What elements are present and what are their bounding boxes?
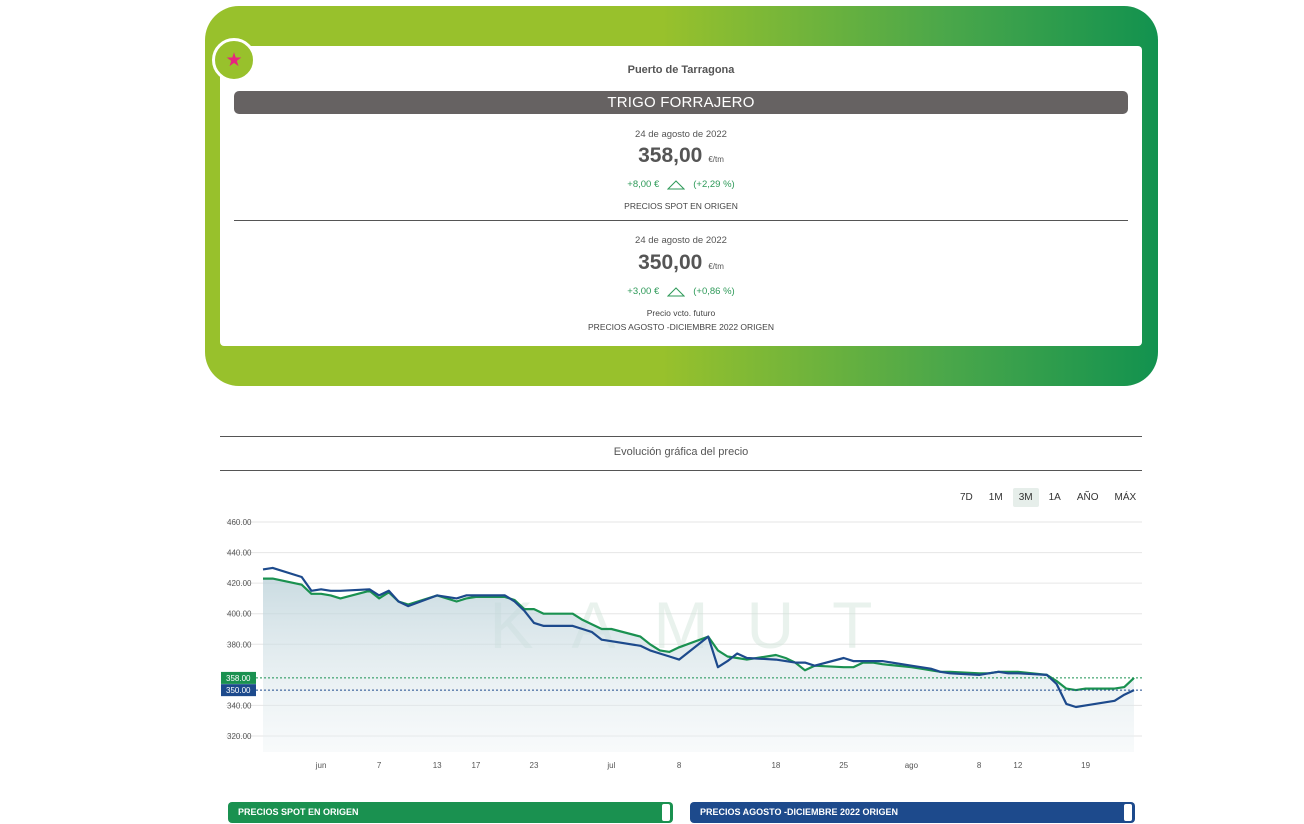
spot-change-abs: +8,00 € [627, 179, 660, 190]
trend-up-icon [667, 179, 686, 190]
future-change-abs: +3,00 € [627, 286, 660, 297]
x-tick-label: 8 [977, 761, 982, 770]
x-tick-label: jun [315, 761, 327, 770]
x-tick-label: 8 [677, 761, 682, 770]
y-tick-label: 400.00 [227, 610, 252, 619]
x-tick-label: 7 [377, 761, 382, 770]
legend-spot-label: PRECIOS SPOT EN ORIGEN [238, 807, 359, 817]
last-value-flag [221, 684, 256, 697]
x-tick-label: 12 [1013, 761, 1022, 770]
spot-price-unit: €/tm [708, 155, 724, 164]
y-tick-label: 380.00 [227, 640, 252, 649]
chart-area-fill [263, 578, 1134, 752]
future-date: 24 de agosto de 2022 [635, 235, 727, 246]
future-price-value: 350,00 [638, 251, 703, 274]
legend-future-toggle[interactable]: PRECIOS AGOSTO -DICIEMBRE 2022 ORIGEN [690, 802, 1135, 823]
future-caption-small: Precio vcto. futuro [646, 308, 716, 318]
range-1a-button[interactable]: 1A [1048, 492, 1061, 503]
x-tick-label: 25 [839, 761, 848, 770]
trend-up-icon [667, 286, 686, 297]
spot-change: +8,00 € (+2,29 %) [220, 179, 1142, 190]
range-3m-button[interactable]: 3M [1012, 488, 1039, 507]
range-selector: 7D 1M 3M 1A AÑO MÁX [950, 488, 1142, 507]
spot-caption: PRECIOS SPOT EN ORIGEN [624, 201, 738, 211]
product-title: TRIGO FORRAJERO [234, 91, 1128, 114]
price-card-body: Puerto de Tarragona TRIGO FORRAJERO 24 d… [220, 46, 1142, 346]
y-tick-label: 440.00 [227, 549, 252, 558]
range-max-button[interactable]: MÁX [1114, 492, 1137, 503]
legend-future-label: PRECIOS AGOSTO -DICIEMBRE 2022 ORIGEN [700, 807, 899, 817]
last-value-label: 358.00 [226, 674, 251, 683]
future-change-pct: (+0,86 %) [693, 286, 735, 297]
legend-spot-toggle[interactable]: PRECIOS SPOT EN ORIGEN [228, 802, 673, 823]
x-tick-label: 17 [471, 761, 480, 770]
chart-section-title: Evolución gráfica del precio [613, 446, 749, 458]
star-icon: ★ [225, 49, 243, 71]
chart-header-top-line [220, 436, 1142, 437]
legend-future-switch[interactable] [1124, 804, 1132, 821]
future-change: +3,00 € (+0,86 %) [220, 286, 1142, 297]
x-tick-label: 13 [433, 761, 442, 770]
range-1m-button[interactable]: 1M [988, 492, 1003, 503]
x-tick-label: jul [606, 761, 615, 770]
port-name: Puerto de Tarragona [627, 64, 735, 76]
last-value-label: 350.00 [226, 686, 251, 695]
x-tick-label: 23 [530, 761, 539, 770]
spot-price: 358,00 €/tm [220, 144, 1142, 168]
y-tick-label: 340.00 [227, 701, 252, 710]
spot-price-value: 358,00 [638, 144, 703, 167]
card-divider [234, 220, 1128, 221]
series-line-1 [262, 566, 1135, 709]
chart-header-bottom-line [220, 470, 1142, 471]
x-tick-label: 18 [771, 761, 780, 770]
future-caption: PRECIOS AGOSTO -DICIEMBRE 2022 ORIGEN [588, 322, 774, 332]
last-value-flag [221, 671, 256, 684]
x-tick-label: 19 [1081, 761, 1090, 770]
favorite-button[interactable]: ★ [212, 38, 256, 82]
range-7d-button[interactable]: 7D [960, 492, 973, 503]
spot-date: 24 de agosto de 2022 [635, 129, 727, 140]
range-ano-button[interactable]: AÑO [1076, 492, 1099, 503]
y-tick-label: 460.00 [227, 518, 252, 527]
y-tick-label: 420.00 [227, 579, 252, 588]
future-price-unit: €/tm [708, 262, 724, 271]
future-price: 350,00 €/tm [220, 251, 1142, 275]
spot-change-pct: (+2,29 %) [693, 179, 735, 190]
legend-spot-switch[interactable] [662, 804, 670, 821]
x-tick-label: ago [905, 761, 919, 770]
y-tick-label: 320.00 [227, 732, 252, 741]
price-card: Puerto de Tarragona TRIGO FORRAJERO 24 d… [205, 6, 1158, 386]
